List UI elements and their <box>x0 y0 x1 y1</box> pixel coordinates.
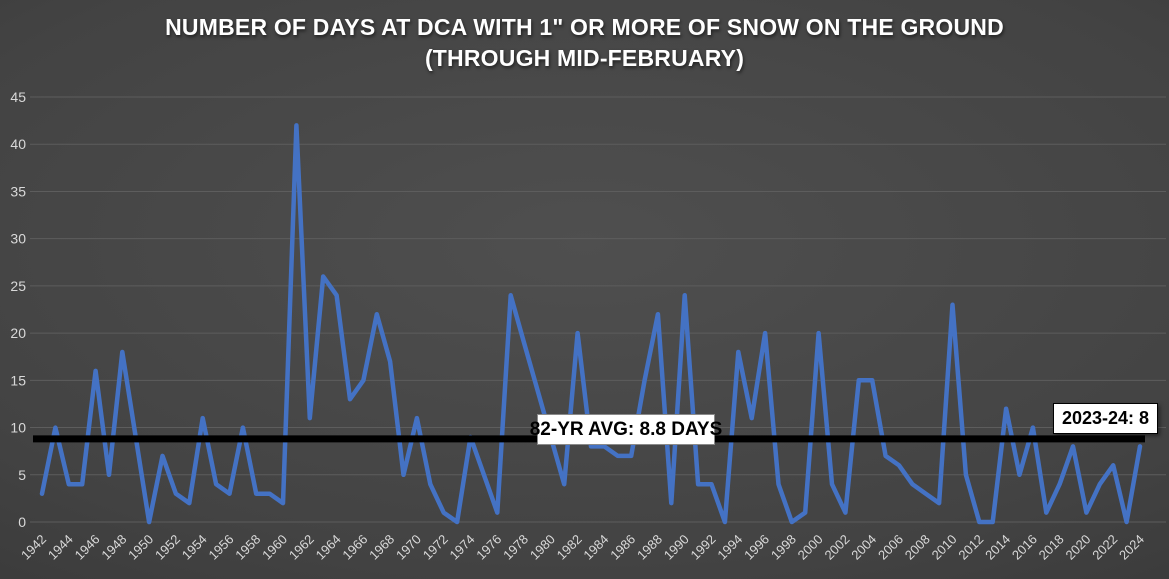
x-axis-tick-label: 1942 <box>18 532 49 563</box>
x-axis-tick-label: 1974 <box>447 532 478 563</box>
chart-title: NUMBER OF DAYS AT DCA WITH 1" OR MORE OF… <box>0 12 1169 74</box>
x-axis-tick-label: 1960 <box>259 532 290 563</box>
chart-title-line1: NUMBER OF DAYS AT DCA WITH 1" OR MORE OF… <box>165 14 1004 40</box>
x-axis-tick-label: 2004 <box>848 532 879 563</box>
y-axis-tick-label: 25 <box>10 278 26 294</box>
x-axis-tick-label: 2020 <box>1062 532 1093 563</box>
x-axis-tick-label: 2018 <box>1036 532 1067 563</box>
x-axis-tick-label: 1966 <box>339 532 370 563</box>
x-axis-tick-label: 1982 <box>554 532 585 563</box>
x-axis-tick-label: 1996 <box>741 532 772 563</box>
x-axis-tick-label: 1944 <box>45 532 76 563</box>
x-axis-tick-label: 1990 <box>661 532 692 563</box>
average-annotation: 82-YR AVG: 8.8 DAYS <box>530 414 722 445</box>
x-axis-tick-label: 1978 <box>500 532 531 563</box>
x-axis-tick-label: 2022 <box>1089 532 1120 563</box>
latest-season-annotation: 2023-24: 8 <box>1053 403 1158 434</box>
x-axis-tick-label: 1998 <box>768 532 799 563</box>
x-axis-tick-label: 1964 <box>313 532 344 563</box>
y-axis-tick-label: 10 <box>10 420 26 436</box>
x-axis-tick-label: 2010 <box>929 532 960 563</box>
x-axis-tick-label: 1962 <box>286 532 317 563</box>
x-axis-tick-label: 1946 <box>72 532 103 563</box>
y-axis-tick-label: 20 <box>10 325 26 341</box>
x-axis-tick-label: 1988 <box>634 532 665 563</box>
x-axis-tick-label: 2002 <box>821 532 852 563</box>
x-axis-tick-label: 1968 <box>366 532 397 563</box>
x-axis-tick-label: 2016 <box>1009 532 1040 563</box>
x-axis-tick-label: 1972 <box>420 532 451 563</box>
y-axis-tick-label: 0 <box>18 514 26 530</box>
y-axis-tick-label: 15 <box>10 372 26 388</box>
x-axis-tick-label: 1994 <box>714 532 745 563</box>
x-axis-tick-label: 1948 <box>98 532 129 563</box>
x-axis-tick-label: 1980 <box>527 532 558 563</box>
chart-title-line2: (THROUGH MID-FEBRUARY) <box>424 45 745 71</box>
y-axis-tick-label: 35 <box>10 183 26 199</box>
x-axis-tick-label: 2014 <box>982 532 1013 563</box>
y-axis-tick-label: 30 <box>10 231 26 247</box>
x-axis-tick-label: 1976 <box>473 532 504 563</box>
x-axis-tick-label: 1958 <box>232 532 263 563</box>
snow-days-series-line <box>39 123 1143 525</box>
x-axis-tick-label: 2006 <box>875 532 906 563</box>
x-axis-tick-label: 1986 <box>607 532 638 563</box>
y-axis-tick-label: 40 <box>10 136 26 152</box>
x-axis-tick-label: 1992 <box>688 532 719 563</box>
x-axis-tick-label: 1954 <box>179 532 210 563</box>
x-axis-tick-label: 2008 <box>902 532 933 563</box>
x-axis-tick-label: 1956 <box>206 532 237 563</box>
x-axis-tick-label: 2000 <box>795 532 826 563</box>
x-axis-tick-label: 1970 <box>393 532 424 563</box>
x-axis-tick-label: 1984 <box>580 532 611 563</box>
x-axis-tick-label: 1952 <box>152 532 183 563</box>
x-axis-tick-label: 2024 <box>1116 532 1147 563</box>
x-axis-tick-label: 1950 <box>125 532 156 563</box>
x-axis-tick-label: 2012 <box>955 532 986 563</box>
y-axis-tick-label: 45 <box>10 89 26 105</box>
y-axis-tick-label: 5 <box>18 467 26 483</box>
